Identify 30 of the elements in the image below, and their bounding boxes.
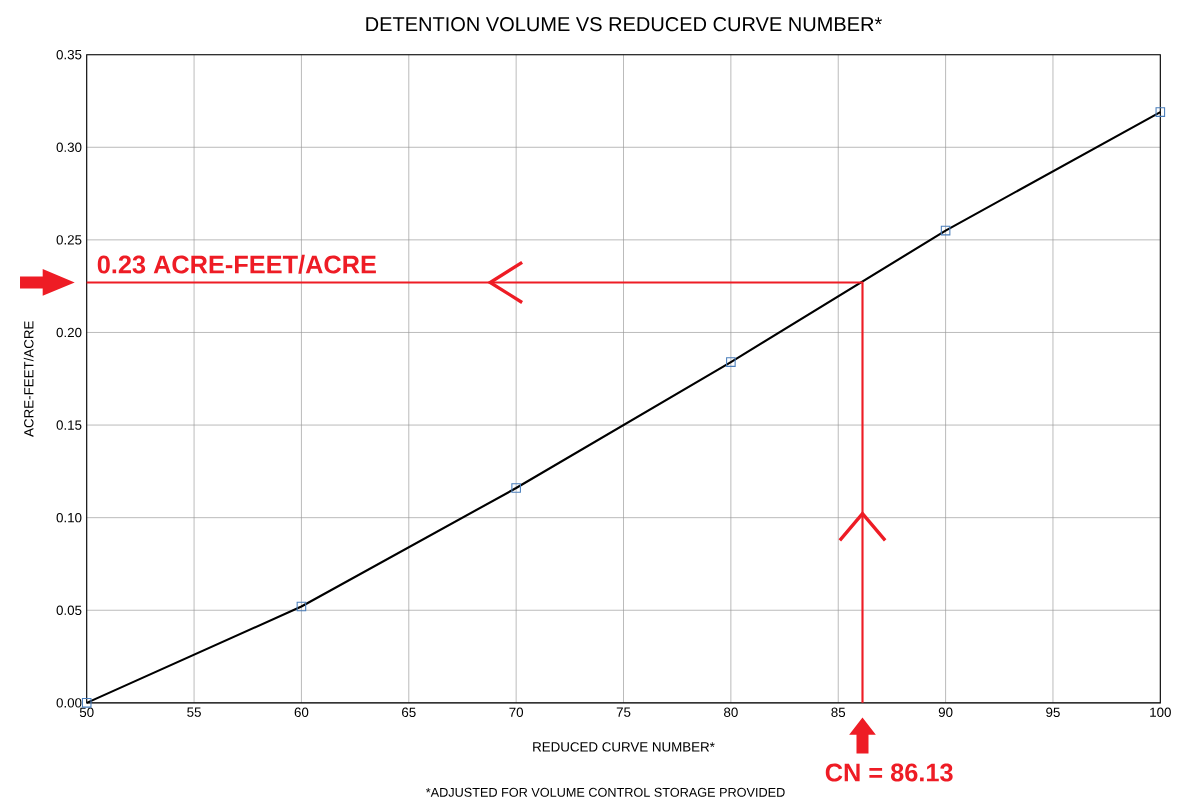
x-tick-label: 100 <box>1150 707 1171 718</box>
y-tick-label: 0.15 <box>56 420 82 430</box>
x-tick-label: 80 <box>724 707 738 718</box>
x-tick-label: 65 <box>402 707 416 718</box>
y-tick-label: 0.05 <box>56 605 82 616</box>
x-tick-label: 55 <box>187 707 201 717</box>
x-tick-label: 60 <box>294 707 309 718</box>
y-tick-label: 0.30 <box>56 142 82 153</box>
x-tick-label: 85 <box>831 707 846 718</box>
text: CN = 86.13 <box>825 763 953 782</box>
chart-title: DETENTION VOLUME VS REDUCED CURVE NUMBER* <box>366 17 882 32</box>
point <box>1155 107 1166 117</box>
annotation: 0.23 ACRE-FEET/ACRE <box>97 254 376 274</box>
x-tick-label: 75 <box>616 707 631 717</box>
y-axis-title: ACRE-FEET/ACRE <box>23 321 34 437</box>
x-tick-label: 70 <box>509 707 524 718</box>
point <box>940 225 951 236</box>
y-tick-label: 0.25 <box>56 235 82 245</box>
y-tick-label: 0.20 <box>56 327 82 338</box>
x-tick-label: 95 <box>1046 707 1060 718</box>
y-tick-label: 0.10 <box>56 513 82 523</box>
point <box>511 483 521 493</box>
y-tick-label: 0.35 <box>56 50 82 60</box>
y-tick-label: 0.00 <box>56 698 82 708</box>
x-axis-title: REDUCED CURVE NUMBER* <box>533 742 715 752</box>
x-tick-label: 50 <box>79 707 94 718</box>
point <box>296 601 307 612</box>
x-tick-label: 90 <box>938 707 953 718</box>
point <box>726 357 736 367</box>
text: *ADJUSTED FOR VOLUME CONTROL STORAGE PROVIDED <box>425 787 785 797</box>
